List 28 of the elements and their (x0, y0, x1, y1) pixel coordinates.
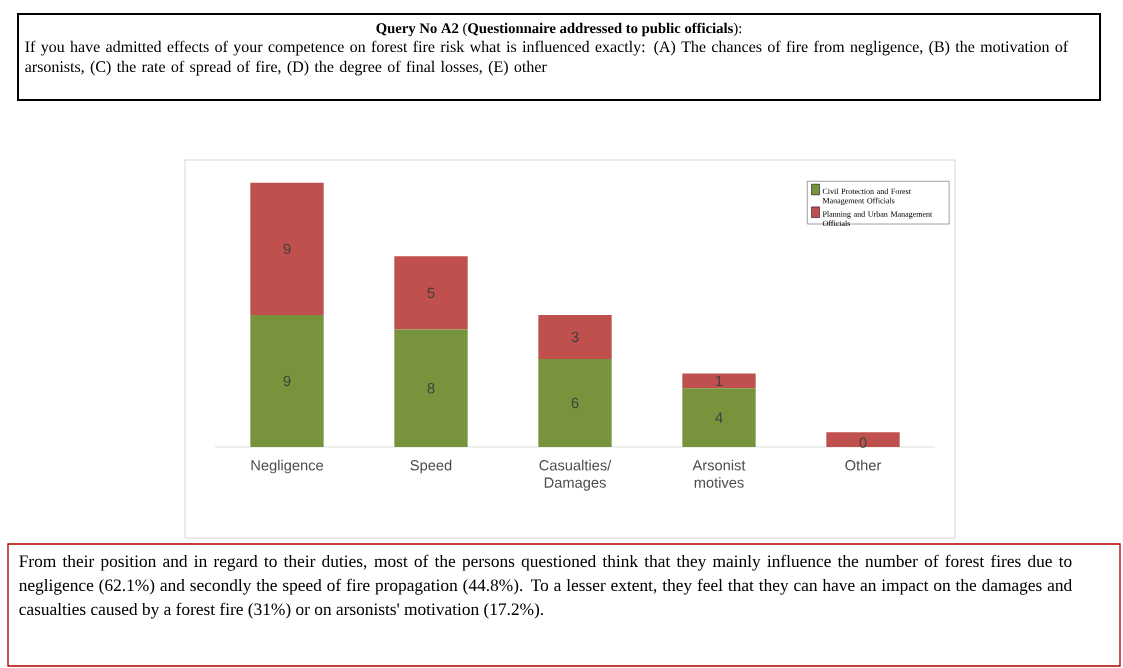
x-tick-label: Other (845, 459, 882, 471)
data-label: 4 (715, 412, 723, 423)
chart-subtitle: If you have admitted effects of your competence on forest fire risk what is influenced exactly: (A) The chances of fire from negligence, (B) the motivation of arsonists, (C) the rate of spread of fire, (D) the degree of final losses, (E) other (25, 40, 1069, 76)
x-tick-label: Arsonist motives (692, 459, 746, 488)
data-label: 6 (571, 397, 579, 409)
x-tick-label: Speed (410, 459, 452, 474)
data-label: 3 (571, 331, 579, 343)
bar (538, 314, 612, 359)
x-tick-label: Casualties/ Damages (539, 459, 612, 491)
data-label: 8 (427, 383, 435, 394)
data-label: 1 (716, 375, 723, 386)
bar (826, 432, 900, 447)
bar (250, 314, 324, 447)
text: From their position and in regard to their duties, most of the persons questioned think that they mainly influence the number of forest fires due to negligence (62.1%) and secondly the speed of fire propagation (44.8%). To a lesser extent, they feel that they can have an impact on the damages and casualties caused by a forest fire (31%) or on arsonists' motivation (17.2%). (19, 554, 1072, 619)
data-label: 9 (283, 243, 291, 255)
data-label: 0 (859, 437, 867, 448)
legend-label: Planning and Urban Management Officials (822, 211, 933, 227)
bar (538, 358, 612, 447)
chart-title: Query No A2 (Questionnaire addressed to public officials): (376, 22, 742, 37)
x-tick-label: Negligence (251, 459, 324, 474)
legend-label: Civil Protection and Forest Management Officials (822, 188, 911, 206)
bar (250, 182, 324, 315)
data-label: 5 (427, 287, 435, 299)
bar (682, 373, 756, 389)
bar (394, 329, 468, 447)
bar (682, 388, 756, 447)
bar (394, 256, 468, 330)
data-label: 9 (283, 375, 291, 387)
